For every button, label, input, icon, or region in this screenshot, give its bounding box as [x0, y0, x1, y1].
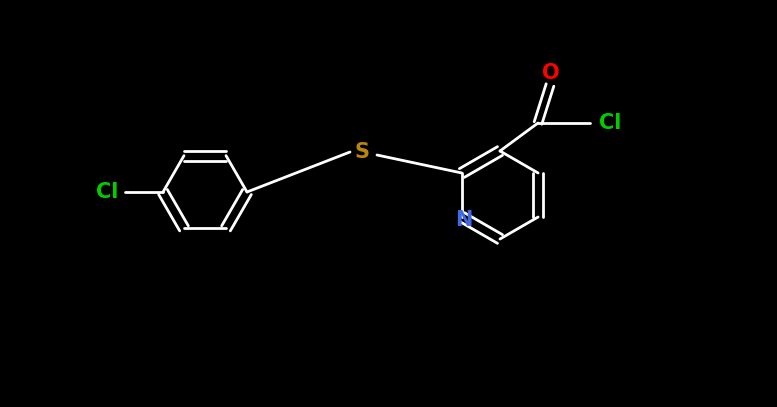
Text: Cl: Cl — [599, 113, 621, 133]
Text: Cl: Cl — [96, 182, 118, 202]
Text: O: O — [542, 63, 559, 83]
Text: S: S — [354, 142, 370, 162]
Text: N: N — [455, 210, 472, 230]
